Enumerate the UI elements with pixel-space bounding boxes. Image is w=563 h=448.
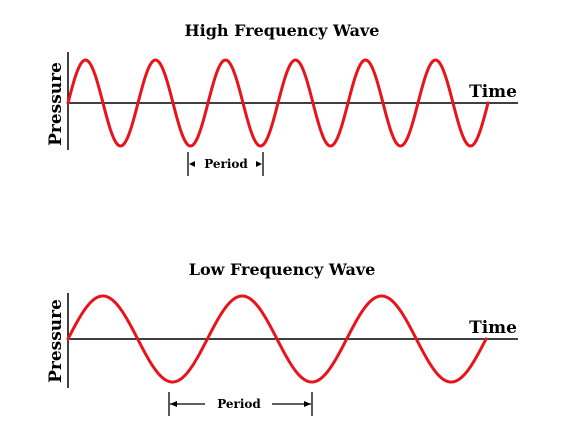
high-frequency-wave — [66, 58, 490, 148]
low-frequency-ylabel: Pressure — [46, 299, 66, 383]
high-frequency-ylabel: Pressure — [46, 62, 66, 146]
high-frequency-title: High Frequency Wave — [185, 21, 380, 40]
high-frequency-panel: High Frequency Wave Pressure Time Period — [46, 21, 518, 176]
high-frequency-xlabel: Time — [469, 82, 517, 102]
low-frequency-wave — [66, 294, 488, 384]
low-frequency-title: Low Frequency Wave — [189, 260, 376, 279]
low-frequency-panel: Low Frequency Wave Pressure Time Period — [46, 260, 518, 416]
high-period-left-arrow — [189, 161, 195, 167]
low-frequency-xlabel: Time — [469, 318, 517, 338]
high-period-label: Period — [204, 157, 248, 171]
high-frequency-period-marker: Period — [187, 152, 264, 176]
low-period-right-arrow — [304, 401, 311, 407]
low-frequency-period-marker: Period — [168, 392, 313, 416]
high-period-right-arrow — [256, 161, 262, 167]
low-period-left-arrow — [170, 401, 177, 407]
low-period-label: Period — [217, 397, 261, 411]
